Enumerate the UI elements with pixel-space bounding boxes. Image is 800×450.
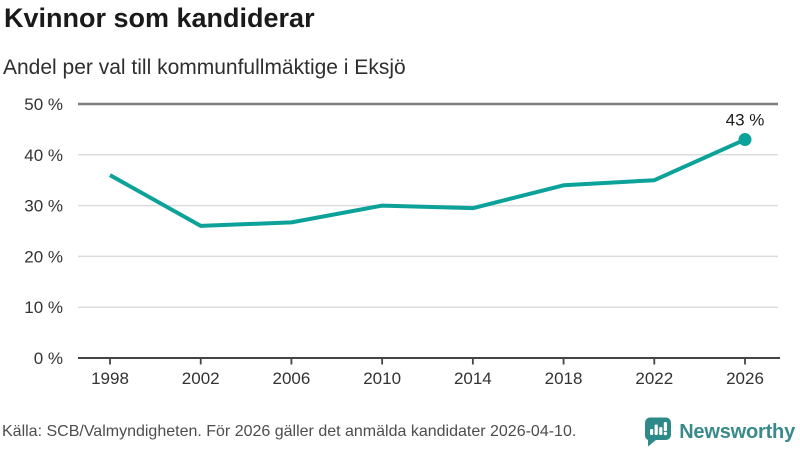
y-axis-tick-label: 40 %: [24, 146, 63, 165]
x-axis-tick-label: 1998: [91, 369, 129, 388]
y-axis-tick-label: 0 %: [34, 349, 63, 368]
x-axis-tick-label: 2010: [363, 369, 401, 388]
newsworthy-speech-bubble-chart-icon: [645, 417, 672, 447]
page-title: Kvinnor som kandiderar: [4, 3, 315, 33]
point-label: 43 %: [726, 111, 765, 130]
end-point-marker: [738, 133, 752, 147]
y-axis-tick-label: 20 %: [24, 247, 63, 266]
page-subtitle: Andel per val till kommunfullmäktige i E…: [3, 56, 406, 79]
x-axis-tick-label: 2026: [726, 369, 764, 388]
data-line: [109, 137, 746, 228]
newsworthy-wordmark: Newsworthy: [679, 420, 795, 443]
newsworthy-logo: Newsworthy: [644, 417, 795, 447]
x-axis-tick-label: 2014: [454, 369, 492, 388]
y-axis-tick-label: 10 %: [24, 298, 63, 317]
source-text: Källa: SCB/Valmyndigheten. För 2026 gäll…: [2, 423, 577, 440]
x-axis-tick-label: 2002: [182, 369, 220, 388]
y-axis-tick-label: 50 %: [24, 95, 63, 114]
mini-bar-chart: [650, 422, 668, 436]
x-axis-tick-label: 2022: [635, 369, 673, 388]
x-axis-tick-label: 2006: [273, 369, 311, 388]
x-axis-tick-label: 2018: [545, 369, 583, 388]
y-axis-tick-label: 30 %: [24, 197, 63, 216]
footer: Källa: SCB/Valmyndigheten. För 2026 gäll…: [0, 417, 800, 447]
speech-bubble-shape: [645, 417, 672, 447]
